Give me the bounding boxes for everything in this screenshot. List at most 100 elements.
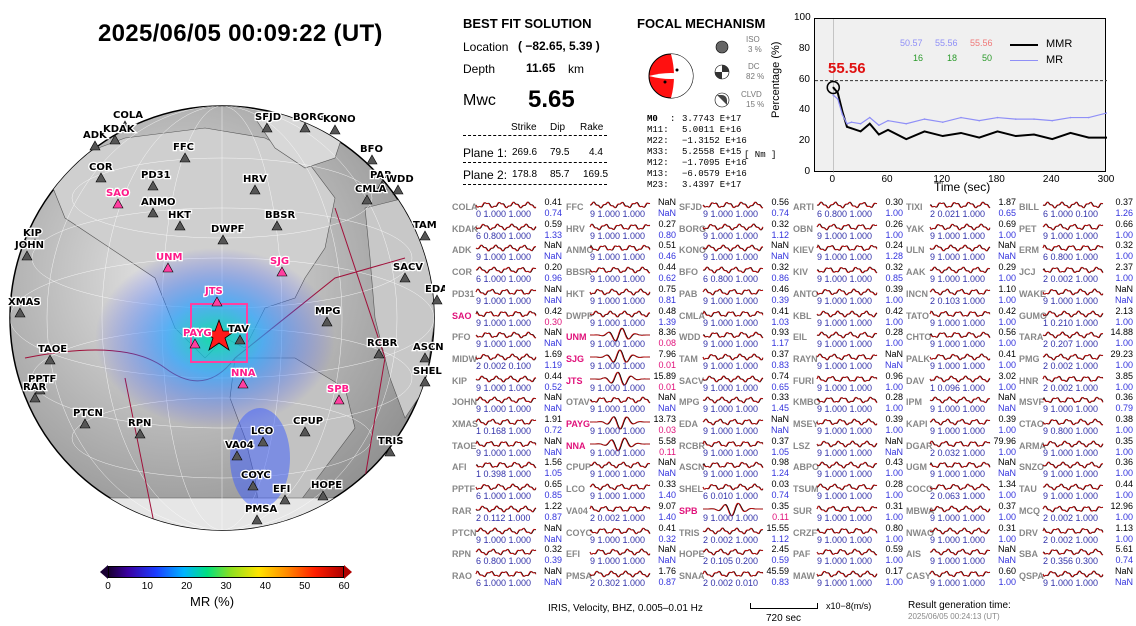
amplitude-value: 15.89 xyxy=(653,370,676,381)
mr-value: 1.00 xyxy=(998,359,1016,370)
station-marker-icon xyxy=(29,392,41,403)
amplitude-value: 0.35 xyxy=(771,500,789,511)
mr-value: 1.12 xyxy=(771,229,789,240)
station-label: BORG xyxy=(293,112,325,123)
station-name: CRZF xyxy=(793,527,817,538)
waveform-trace xyxy=(929,353,991,361)
synthetic-trace xyxy=(816,375,878,382)
station-params: 2 0.063 1.000 xyxy=(930,491,986,502)
station-label: SHEL xyxy=(413,366,442,377)
data-point xyxy=(850,127,853,130)
station-params: 9 1.000 1.000 xyxy=(703,382,759,393)
station-marker-icon xyxy=(392,184,404,195)
synthetic-trace xyxy=(589,266,651,274)
station-name: FFC xyxy=(566,202,584,212)
amplitude-value: 1.34 xyxy=(998,479,1016,490)
amplitude-value: 0.98 xyxy=(771,457,789,468)
synthetic-trace xyxy=(1042,266,1104,274)
amplitude-value: 13.73 xyxy=(653,414,676,424)
amplitude-value: 0.37 xyxy=(771,348,789,359)
station-marker-icon xyxy=(419,230,431,241)
station-params: 9 1.000 1.000 xyxy=(476,252,532,263)
amplitude-value: 0.28 xyxy=(885,479,903,490)
station-marker-icon xyxy=(79,418,91,429)
synthetic-trace xyxy=(589,437,651,451)
waveform-trace xyxy=(475,353,537,361)
waveform-trace xyxy=(1042,505,1104,513)
waveform-cell: SPB 9 1.000 1.000 0.35 0.11 xyxy=(679,501,789,525)
station-params: 2 0.002 1.000 xyxy=(1043,274,1099,285)
mr-value: 1.24 xyxy=(771,468,789,479)
waveform-trace xyxy=(1042,461,1104,469)
synthetic-trace xyxy=(929,244,991,252)
waveform-cell: HRV 9 1.000 1.000 0.27 0.80 xyxy=(566,219,676,243)
station-params: 9 1.000 1.000 xyxy=(590,230,646,241)
station-params: 6 0.800 1.000 xyxy=(703,274,759,285)
station-name: SNZO xyxy=(1019,462,1045,473)
waveform-trace xyxy=(475,331,537,339)
station-label: RPN xyxy=(128,418,151,429)
amplitude-value: 0.28 xyxy=(885,327,903,338)
y-tick-label: 20 xyxy=(798,135,810,147)
station-name: KAPI xyxy=(906,419,928,429)
waveform-cell: WAKE 9 1.000 1.000 NaN NaN xyxy=(1019,284,1133,308)
waveform-trace xyxy=(475,310,537,317)
waveform-cell: ARMA 9 1.000 1.000 0.35 1.00 xyxy=(1019,436,1133,460)
station-marker-icon xyxy=(321,316,333,327)
amplitude-value: 3.85 xyxy=(1115,370,1133,381)
station-marker-icon xyxy=(237,378,249,389)
waveform-trace xyxy=(589,548,651,556)
mr-value: 0.59 xyxy=(771,555,789,566)
station-marker-icon xyxy=(21,250,33,261)
amplitude-value: 0.03 xyxy=(771,479,789,490)
mr-value: 1.00 xyxy=(998,425,1016,435)
station-name: DWPF xyxy=(566,310,593,321)
station-label: PPTF xyxy=(28,374,56,385)
station-marker-icon xyxy=(261,122,273,133)
station-params: 9 1.000 1.000 xyxy=(1043,295,1099,306)
station-marker-icon xyxy=(234,334,246,345)
mr-value: NaN xyxy=(1114,294,1133,305)
station-params: 9 1.000 1.000 xyxy=(930,556,986,567)
station-params: 0 1.000 1.000 xyxy=(476,209,532,219)
station-marker-icon xyxy=(431,294,443,305)
station-label: EFI xyxy=(273,484,290,495)
amplitude-value: 0.69 xyxy=(998,218,1016,229)
waveform-cell: BFO 6 0.800 1.000 0.32 0.86 xyxy=(679,262,789,286)
station-name: HKT xyxy=(566,288,585,299)
station-params: 2 0.002 1.000 xyxy=(590,512,646,523)
mr-value: NaN xyxy=(884,446,903,457)
station-label: VA04 xyxy=(225,440,254,451)
waveform-trace xyxy=(816,570,878,578)
mr-value: NaN xyxy=(543,338,562,349)
station-params: 9 1.000 1.000 xyxy=(930,534,986,545)
station-marker-icon xyxy=(376,180,388,191)
tensor-value: 5.0011 E+16 xyxy=(682,125,742,135)
synthetic-trace xyxy=(475,288,537,296)
waveform-trace xyxy=(816,331,878,339)
data-point xyxy=(978,136,981,139)
station-name: EDA xyxy=(679,419,699,429)
waveform-cell: MSVF 9 1.000 1.000 0.36 0.79 xyxy=(1019,392,1133,416)
waveform-cell: COYC 9 1.000 1.000 0.41 0.32 xyxy=(566,523,676,547)
station-params: 9 1.000 1.000 xyxy=(590,339,646,350)
data-point xyxy=(960,116,962,119)
station-params: 9 1.000 1.000 xyxy=(703,252,759,263)
station-name: JCJ xyxy=(1019,267,1036,278)
waveform-trace xyxy=(929,396,991,404)
station-params: 9 1.000 1.000 xyxy=(476,447,532,458)
amplitude-value: 0.39 xyxy=(998,414,1016,424)
colorbar-tick: 20 xyxy=(181,581,193,592)
data-point xyxy=(1051,119,1054,122)
station-name: PAF xyxy=(793,549,811,560)
synthetic-trace xyxy=(589,570,651,578)
waveform-trace xyxy=(589,309,651,318)
mr-value: 1.00 xyxy=(1115,533,1133,544)
waveform-trace xyxy=(702,396,764,404)
waveform-cell: SFJD 9 1.000 1.000 0.56 0.74 xyxy=(679,197,789,221)
station-name: HRV xyxy=(566,223,585,234)
amplitude-value: 0.42 xyxy=(998,305,1016,316)
waveform-trace xyxy=(929,505,991,513)
mr-value: NaN xyxy=(657,403,676,414)
waveform-trace xyxy=(475,483,537,491)
